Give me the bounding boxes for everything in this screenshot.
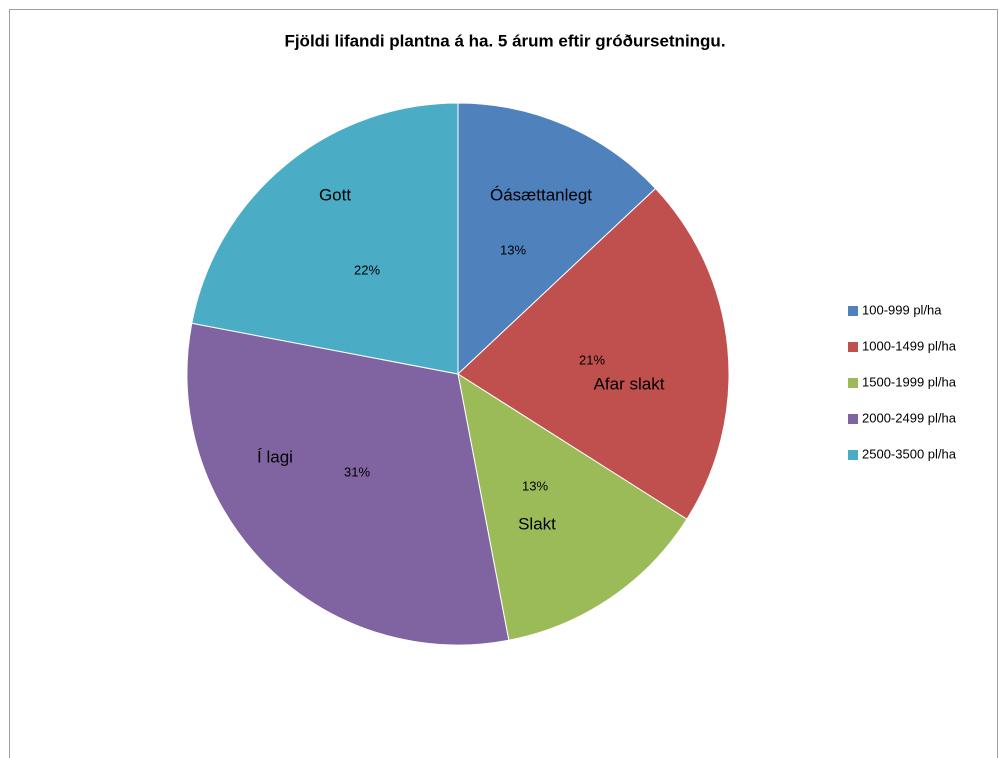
slice-annotation: Gott	[319, 185, 351, 204]
pie-slice	[191, 102, 459, 375]
legend-swatch	[848, 450, 858, 460]
legend-label: 2000-2499 pl/ha	[862, 410, 957, 425]
chart-frame	[9, 9, 998, 758]
pie-slice	[186, 322, 510, 646]
slice-annotation: Slakt	[518, 514, 556, 533]
slice-annotation: Í lagi	[257, 447, 293, 466]
legend-swatch	[848, 342, 858, 352]
legend-label: 1500-1999 pl/ha	[862, 374, 957, 389]
legend-swatch	[848, 306, 858, 316]
data-label: 13%	[522, 478, 548, 493]
legend-label: 2500-3500 pl/ha	[862, 446, 957, 461]
data-label: 22%	[354, 262, 380, 277]
legend-swatch	[848, 378, 858, 388]
pie-slice	[457, 102, 657, 376]
slice-annotation: Afar slakt	[594, 374, 665, 393]
legend-label: 100-999 pl/ha	[862, 302, 942, 317]
legend-swatch	[848, 414, 858, 424]
data-label: 31%	[344, 464, 370, 479]
chart-title: Fjöldi lifandi plantna á ha. 5 árum efti…	[284, 31, 725, 50]
pie-slice	[457, 372, 688, 641]
pie-slice	[457, 187, 730, 520]
slice-annotation: Óásættanlegt	[490, 185, 592, 204]
legend-label: 1000-1499 pl/ha	[862, 338, 957, 353]
data-label: 13%	[500, 242, 526, 257]
data-label: 21%	[579, 352, 605, 367]
